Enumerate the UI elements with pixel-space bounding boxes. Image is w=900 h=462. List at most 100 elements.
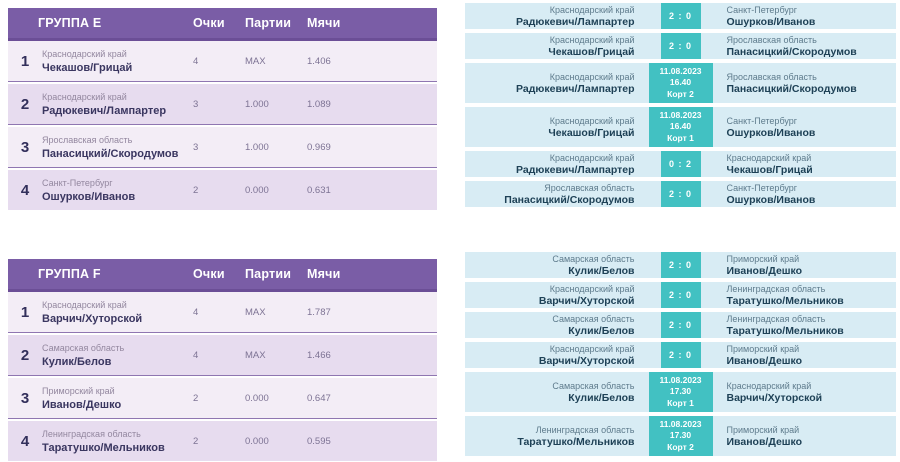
team-cell: Самарская область Кулик/Белов	[42, 342, 193, 369]
group-e-matches-list: Краснодарский край Радюкевич/Лампартер 2…	[465, 3, 896, 211]
standings-body: 1 Краснодарский край Варчич/Хуторской 4 …	[8, 292, 437, 461]
match-court: Корт 2	[667, 441, 694, 452]
right-team-region: Ленинградская область	[726, 313, 826, 324]
points-value: 3	[193, 141, 199, 153]
match-badge-column: 11.08.2023 17.30 Корт 1	[648, 372, 713, 412]
sets-value: MAX	[245, 55, 266, 67]
match-badge-column: 11.08.2023 16.40 Корт 1	[648, 107, 713, 147]
sets-value: MAX	[245, 306, 266, 318]
points-value: 3	[193, 98, 199, 110]
right-team-name: Ошурков/Иванов	[726, 15, 816, 28]
score-badge: 2 : 0	[660, 3, 701, 29]
match-court: Корт 1	[667, 397, 694, 408]
standings-row: 4 Санкт-Петербург Ошурков/Иванов 2 0.000…	[8, 170, 437, 210]
match-badge-column: 11.08.2023 16.40 Корт 2	[648, 63, 713, 103]
match-row: Самарская область Кулик/Белов 2 : 0 Лени…	[465, 312, 896, 338]
sets-value: 1.000	[245, 141, 269, 153]
left-team-name: Кулик/Белов	[568, 264, 635, 277]
team-cell: Приморский край Иванов/Дешко	[42, 385, 193, 412]
match-right-team: Ленинградская область Таратушко/Мельнико…	[713, 282, 897, 308]
schedule-badge: 11.08.2023 17.30 Корт 2	[648, 416, 713, 456]
match-left-team: Краснодарский край Варчич/Хуторской	[465, 342, 649, 368]
left-team-region: Ленинградская область	[535, 424, 635, 435]
team-cell: Ленинградская область Таратушко/Мельнико…	[42, 428, 193, 455]
right-team-region: Приморский край	[726, 253, 800, 264]
match-badge-column: 2 : 0	[649, 312, 713, 338]
team-region: Краснодарский край	[42, 48, 127, 59]
match-badge-column: 11.08.2023 17.30 Корт 2	[648, 416, 713, 456]
right-team-region: Краснодарский край	[726, 380, 812, 391]
match-left-team: Краснодарский край Радюкевич/Лампартер	[465, 63, 649, 103]
match-court: Корт 2	[667, 88, 694, 99]
team-region: Ярославская область	[42, 134, 133, 145]
left-team-region: Самарская область	[552, 380, 635, 391]
left-team-region: Краснодарский край	[549, 283, 635, 294]
match-right-team: Приморский край Иванов/Дешко	[713, 416, 897, 456]
sets-value: 0.000	[245, 184, 269, 196]
rank-number: 1	[20, 303, 30, 321]
match-left-team: Краснодарский край Радюкевич/Лампартер	[465, 151, 649, 177]
match-badge-column: 2 : 0	[649, 342, 713, 368]
standings-row: 1 Краснодарский край Варчич/Хуторской 4 …	[8, 292, 437, 333]
match-right-team: Краснодарский край Варчич/Хуторской	[713, 372, 897, 412]
standings-row: 3 Ярославская область Панасицкий/Скороду…	[8, 127, 437, 168]
rank-number: 1	[20, 52, 30, 70]
match-badge-column: 2 : 0	[649, 33, 713, 59]
match-row: Самарская область Кулик/Белов 2 : 0 Прим…	[465, 252, 896, 278]
team-cell: Краснодарский край Варчич/Хуторской	[42, 299, 193, 326]
match-right-team: Санкт-Петербург Ошурков/Иванов	[713, 107, 897, 147]
match-court: Корт 1	[667, 132, 694, 143]
left-team-region: Краснодарский край	[549, 343, 635, 354]
match-date: 11.08.2023	[659, 418, 702, 429]
score-badge: 2 : 0	[660, 33, 701, 59]
team-name: Варчич/Хуторской	[42, 312, 143, 325]
match-right-team: Ленинградская область Таратушко/Мельнико…	[713, 312, 897, 338]
match-row: Краснодарский край Чекашов/Грицай 11.08.…	[465, 107, 896, 147]
match-row: Краснодарский край Радюкевич/Лампартер 0…	[465, 151, 896, 177]
match-time: 17.30	[669, 386, 692, 397]
group-f-standings-table: ГРУППА F Очки Партии Мячи 1 Краснодарски…	[8, 259, 437, 461]
right-team-region: Санкт-Петербург	[726, 115, 798, 126]
right-team-name: Варчич/Хуторской	[726, 391, 823, 404]
balls-value: 1.406	[307, 55, 331, 67]
team-name: Панасицкий/Скородумов	[42, 147, 179, 160]
score-badge: 2 : 0	[660, 282, 701, 308]
group-title: ГРУППА E	[38, 16, 102, 30]
left-team-region: Ярославская область	[544, 182, 635, 193]
score-badge: 0 : 2	[660, 151, 701, 177]
right-team-name: Таратушко/Мельников	[726, 294, 844, 307]
match-row: Ярославская область Панасицкий/Скородумо…	[465, 181, 896, 207]
schedule-badge: 11.08.2023 17.30 Корт 1	[648, 372, 713, 412]
match-left-team: Ленинградская область Таратушко/Мельнико…	[465, 416, 649, 456]
match-left-team: Самарская область Кулик/Белов	[465, 312, 649, 338]
right-team-region: Приморский край	[726, 343, 800, 354]
standings-row: 4 Ленинградская область Таратушко/Мельни…	[8, 421, 437, 461]
points-value: 2	[193, 435, 199, 447]
left-team-name: Радюкевич/Лампартер	[516, 163, 635, 176]
left-team-name: Радюкевич/Лампартер	[516, 15, 635, 28]
match-date: 11.08.2023	[659, 65, 702, 76]
points-value: 4	[193, 306, 199, 318]
rank-number: 2	[20, 346, 30, 364]
team-region: Санкт-Петербург	[42, 177, 113, 188]
team-name: Чекашов/Грицай	[42, 61, 133, 74]
standings-row: 2 Краснодарский край Радюкевич/Лампартер…	[8, 84, 437, 125]
left-team-name: Варчич/Хуторской	[538, 354, 635, 367]
right-team-name: Панасицкий/Скородумов	[726, 82, 857, 95]
left-team-region: Краснодарский край	[549, 115, 635, 126]
match-badge-column: 2 : 0	[649, 282, 713, 308]
right-team-name: Ошурков/Иванов	[726, 193, 816, 206]
match-row: Ленинградская область Таратушко/Мельнико…	[465, 416, 896, 456]
left-team-name: Варчич/Хуторской	[538, 294, 635, 307]
score-badge: 2 : 0	[660, 181, 701, 207]
right-team-region: Ленинградская область	[726, 283, 826, 294]
match-time: 16.40	[669, 77, 692, 88]
standings-header: ГРУППА E Очки Партии Мячи	[8, 8, 437, 41]
left-team-region: Краснодарский край	[549, 34, 635, 45]
left-team-region: Краснодарский край	[549, 71, 635, 82]
right-team-name: Иванов/Дешко	[726, 354, 803, 367]
schedule-badge: 11.08.2023 16.40 Корт 2	[648, 63, 713, 103]
rank-number: 4	[20, 181, 30, 199]
standings-row: 3 Приморский край Иванов/Дешко 2 0.000 0…	[8, 378, 437, 419]
